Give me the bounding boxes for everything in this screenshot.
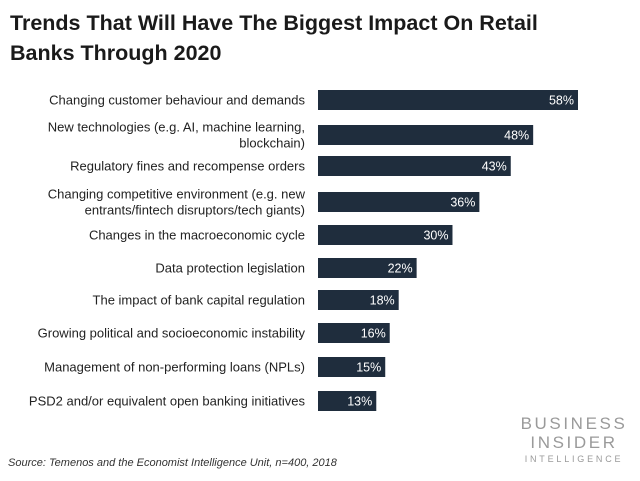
bar [318,258,417,278]
business-insider-intelligence-logo: BUSINESS INSIDER INTELLIGENCE [515,415,633,464]
category-label: Management of non-performing loans (NPLs… [44,360,305,375]
bar [318,125,534,145]
bar [318,290,399,310]
category-label: Changing competitive environment (e.g. n… [48,187,306,202]
bar [318,192,480,212]
bar [318,357,386,377]
bar [318,323,390,343]
bar-value-label: 22% [388,262,413,276]
category-label: Changing customer behaviour and demands [49,93,305,108]
chart-title: Trends That Will Have The Biggest Impact… [10,11,538,65]
bar-value-label: 36% [450,196,475,210]
source-note: Source: Temenos and the Economist Intell… [8,457,337,469]
bar [318,225,453,245]
bar-value-label: 58% [549,94,574,108]
bar-value-label: 48% [504,129,529,143]
bar [318,391,377,411]
category-label: Changes in the macroeconomic cycle [89,228,305,243]
bar-value-label: 13% [347,395,372,409]
category-label: The impact of bank capital regulation [93,293,305,308]
bar-value-label: 30% [423,229,448,243]
category-label: entrants/fintech disruptors/tech giants) [85,203,305,218]
bar-value-label: 18% [370,294,395,308]
logo-line-business: BUSINESS [520,414,628,433]
category-label: Growing political and socioeconomic inst… [38,326,306,341]
category-label: PSD2 and/or equivalent open banking init… [29,394,306,409]
logo-line-intelligence: INTELLIGENCE [524,454,624,464]
category-label: Regulatory fines and recompense orders [70,159,305,174]
bar [318,156,511,176]
bar-value-label: 16% [361,327,386,341]
bar [318,90,578,110]
category-label: Data protection legislation [155,261,305,276]
bar-value-label: 43% [482,160,507,174]
bar-value-label: 15% [356,361,381,375]
logo-line-insider: INSIDER [530,433,618,452]
category-label: New technologies (e.g. AI, machine learn… [48,120,305,135]
category-label: blockchain) [239,136,305,151]
